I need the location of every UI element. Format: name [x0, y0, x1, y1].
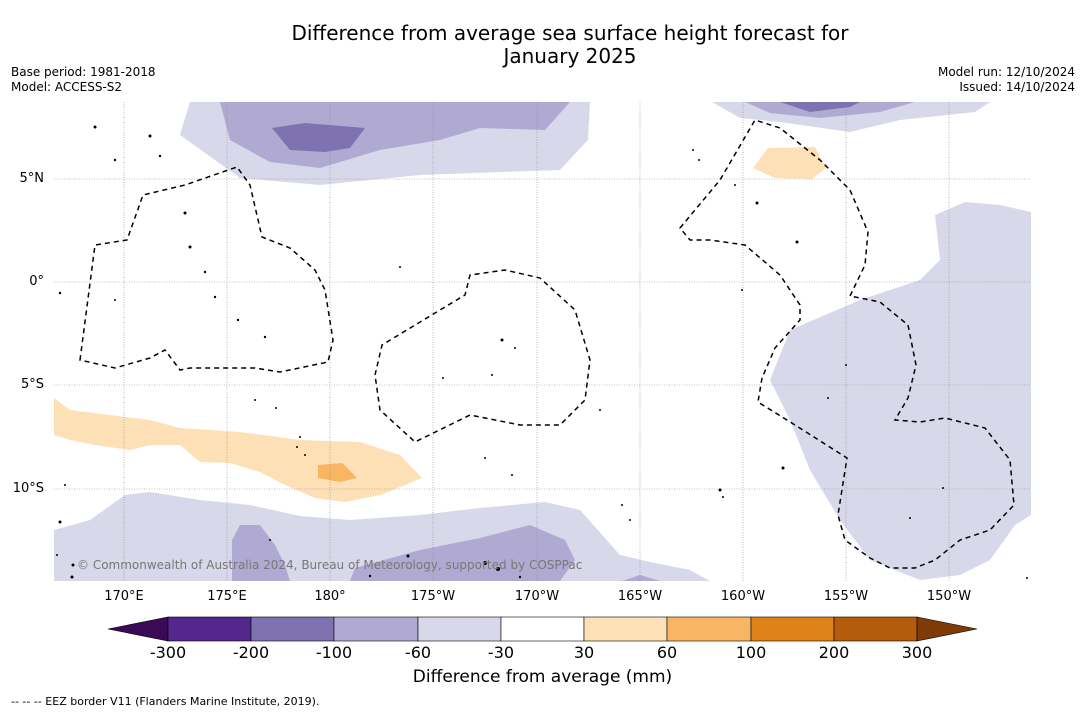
- meta-left: Base period: 1981-2018 Model: ACCESS-S2: [11, 65, 156, 95]
- colorbar-bin-neg200-neg100: [250, 616, 335, 642]
- eez-border-west: [79, 166, 334, 373]
- colorbar-tick-label: 30: [573, 643, 595, 662]
- colorbar-tick-label: -300: [149, 643, 187, 662]
- colorbar-bin-neg100-neg60: [333, 616, 419, 642]
- anomaly-region-pos30-northeast: [753, 147, 826, 179]
- base-period-text: Base period: 1981-2018: [11, 65, 156, 79]
- lon-label: 170°W: [514, 589, 560, 604]
- colorbar-title: Difference from average (mm): [412, 667, 673, 687]
- issued-text: Issued: 14/10/2024: [959, 80, 1075, 94]
- colorbar-tick-label: 100: [735, 643, 767, 662]
- colorbar-bin-neg300-neg200: [167, 616, 252, 642]
- anomaly-region-neg60-south2: [350, 525, 575, 581]
- lon-label: 180°: [314, 589, 346, 604]
- lon-label: 175°W: [410, 589, 456, 604]
- anomaly-region-neg60-north: [220, 102, 570, 168]
- grid-lines: [54, 102, 1031, 581]
- lat-label: 0°: [29, 274, 44, 289]
- colorbar-bin-200-300: [833, 616, 918, 642]
- lon-label: 150°W: [926, 589, 972, 604]
- colorbar-extend-high: [916, 616, 978, 642]
- colorbar-tick-label: -100: [315, 643, 353, 662]
- map-area: [54, 102, 1031, 581]
- eez-borders: [79, 119, 1015, 569]
- colorbar-bin-60-100: [666, 616, 752, 642]
- colorbar-tick-label: 60: [656, 643, 678, 662]
- lat-label: 5°N: [19, 171, 45, 186]
- chart-title-line2: January 2025: [503, 44, 637, 68]
- colorbar-tick-label: -200: [232, 643, 270, 662]
- model-run-text: Model run: 12/10/2024: [937, 65, 1075, 79]
- islands: [56, 125, 1028, 579]
- eez-footnote: -- -- -- EEZ border V11 (Flanders Marine…: [11, 695, 320, 708]
- anomaly-region-pos60-west: [318, 463, 357, 482]
- chart-title-line1: Difference from average sea surface heig…: [291, 21, 849, 45]
- colorbar-bin-30-60: [583, 616, 668, 642]
- copyright-text: © Commonwealth of Australia 2024, Bureau…: [77, 558, 583, 572]
- eez-border-central: [374, 269, 591, 443]
- colorbar-extend-low: [107, 616, 169, 642]
- colorbar-tick-label: -60: [404, 643, 432, 662]
- lat-label: 10°S: [12, 481, 44, 496]
- model-text: Model: ACCESS-S2: [11, 80, 123, 94]
- meta-right: Model run: 12/10/2024 Issued: 14/10/2024: [938, 65, 1075, 95]
- lon-label: 160°W: [720, 589, 766, 604]
- lon-label: 170°E: [104, 589, 144, 604]
- anomaly-region-neg100-northeast: [780, 102, 860, 112]
- colorbar: [107, 616, 978, 642]
- anomaly-region-neg60-south1: [232, 525, 290, 581]
- colorbar-bin-100-200: [750, 616, 835, 642]
- eez-border-east: [679, 119, 1015, 569]
- anomaly-region-neg60-northeast: [745, 102, 915, 118]
- colorbar-bin-neg60-neg30: [417, 616, 502, 642]
- lon-label: 155°W: [823, 589, 869, 604]
- colorbar-tick-label: 300: [901, 643, 933, 662]
- lon-label: 175°E: [207, 589, 247, 604]
- anomaly-region-neg60-south3: [622, 575, 660, 581]
- anomaly-region-neg100-north: [272, 123, 365, 152]
- colorbar-tick-label: 200: [818, 643, 850, 662]
- colorbar-bin-neg30-30: [500, 616, 585, 642]
- colorbar-tick-label: -30: [487, 643, 515, 662]
- anomaly-region-neg-east: [770, 202, 1031, 580]
- lat-label: 5°S: [20, 377, 44, 392]
- lon-label: 165°W: [617, 589, 663, 604]
